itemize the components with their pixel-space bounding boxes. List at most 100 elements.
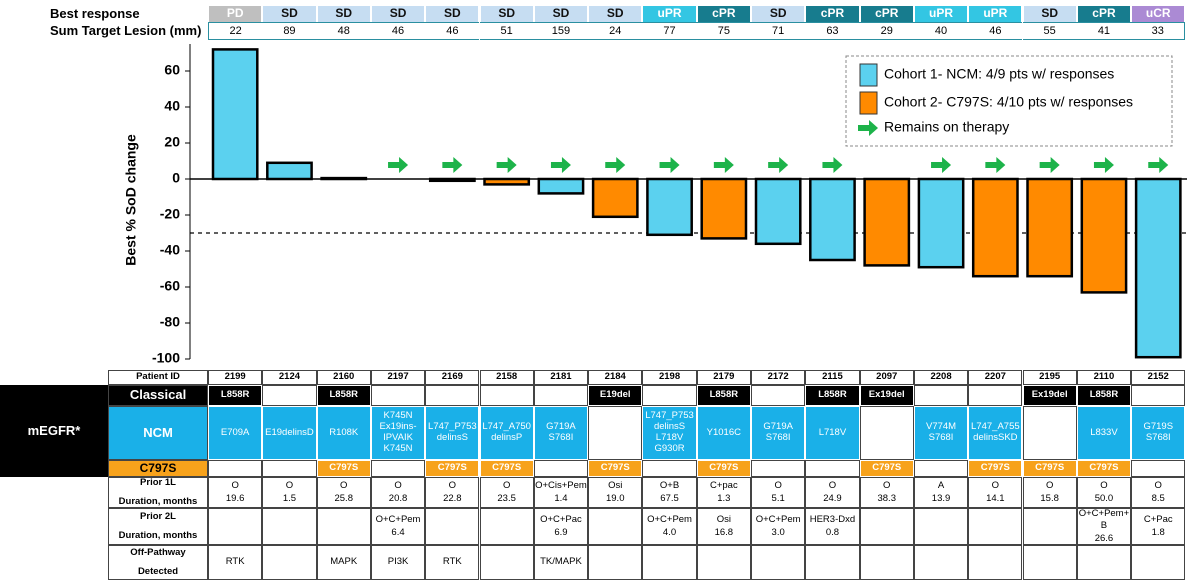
duration: 6.9 (554, 526, 568, 538)
c797s-cell (1131, 460, 1186, 477)
duration: 15.8 (1040, 492, 1059, 504)
prior-2l-cell (425, 508, 480, 545)
patient-id: 2181 (533, 370, 589, 385)
prior-2l-cell: Osi 16.8 (696, 508, 751, 545)
sum-target: 46 (968, 22, 1023, 40)
bar (1026, 177, 1074, 278)
ncm-cell: G719A S768I (751, 406, 806, 460)
classical-cell: L858R (1076, 385, 1132, 406)
prior-1l-cell: O 24.9 (805, 477, 860, 508)
regimen: O+C+Pem (647, 514, 692, 526)
classical-cell (262, 385, 317, 406)
duration: 4.0 (662, 526, 677, 538)
regimen: O (340, 480, 348, 492)
best-response: SD (751, 5, 806, 23)
patient-id: 2199 (208, 370, 263, 385)
regimen: O (828, 480, 837, 492)
sum-target: 159 (533, 22, 589, 40)
best-response: cPR (859, 5, 914, 23)
best-response: uCR (1131, 5, 1186, 23)
bar (1134, 177, 1182, 359)
therapy-arrow (605, 157, 626, 173)
prior-1l-cell: O+Cis+Pem 1.4 (533, 477, 589, 508)
classical-cell: L858R (805, 385, 860, 406)
patient-id: 2110 (1076, 370, 1132, 385)
header-label: Sum Target Lesion (mm) (50, 22, 202, 38)
c797s-cell: C797S (479, 460, 534, 477)
bar (917, 177, 965, 269)
regimen: O (394, 480, 402, 492)
patient-id: 2184 (588, 370, 643, 385)
sum-target: 22 (208, 22, 263, 40)
prior-1l-cell: A 13.9 (913, 477, 969, 508)
duration: 13.9 (931, 492, 951, 504)
best-response: SD (533, 5, 589, 23)
ncm-cell: E19delinsD (262, 406, 317, 460)
prior-1l-cell: O 23.5 (479, 477, 534, 508)
c797s-cell (913, 460, 969, 477)
classical-cell: Ex19del (859, 385, 914, 406)
off-pathway-cell (913, 545, 969, 580)
regimen: Osi (608, 480, 623, 492)
sum-target: 63 (805, 22, 860, 40)
prior-2l-cell (913, 508, 969, 545)
bar (809, 177, 856, 262)
best-response: SD (262, 5, 317, 23)
sum-target: 77 (642, 22, 697, 40)
prior-1l-cell: O 5.1 (751, 477, 806, 508)
off-pathway-cell (1076, 545, 1132, 580)
therapy-arrow (442, 157, 463, 173)
prior-1l-cell: O 1.5 (262, 477, 317, 508)
legend-label: Cohort 2- C797S: 4/10 pts w/ responses (884, 94, 1133, 110)
off-pathway-cell (805, 545, 860, 580)
best-response: SD (588, 5, 643, 23)
regimen: O (1045, 480, 1054, 492)
duration: 19.0 (605, 492, 625, 504)
classical-cell (642, 385, 697, 406)
best-response: cPR (1076, 5, 1132, 23)
duration: 1.5 (282, 492, 297, 504)
best-response: cPR (696, 5, 751, 23)
y-tick-label: -80 (160, 314, 180, 330)
c797s-cell: C797S (968, 460, 1023, 477)
off-pathway-cell (1131, 545, 1186, 580)
patient-id: 2172 (751, 370, 806, 385)
prior-2l-cell: O+C+Pem 4.0 (642, 508, 697, 545)
regimen: O+C+Pem (755, 514, 801, 526)
duration: 19.6 (225, 492, 245, 504)
duration: 20.8 (388, 492, 408, 504)
duration: 0.8 (825, 526, 840, 538)
therapy-arrow (768, 157, 789, 173)
y-tick-label: -40 (160, 242, 180, 258)
ncm-cell: L747_A755 delinsSKD (968, 406, 1023, 460)
off-pathway-cell (696, 545, 751, 580)
regimen: C+Pac (1143, 514, 1173, 526)
y-tick-label: 0 (172, 170, 180, 186)
prior-2l-cell (316, 508, 371, 545)
prior-2l-cell (859, 508, 914, 545)
regimen: O+C+Pem (375, 514, 421, 526)
therapy-arrow (388, 157, 409, 173)
classical-cell (913, 385, 969, 406)
legend-label: Remains on therapy (884, 119, 1009, 135)
c797s-cell: C797S (1022, 460, 1077, 477)
ncm-cell (588, 406, 643, 460)
best-response: SD (1022, 5, 1077, 23)
patient-id: 2124 (262, 370, 317, 385)
c797s-cell (533, 460, 589, 477)
off-pathway-cell (1022, 545, 1077, 580)
prior-1l-cell: O 8.5 (1131, 477, 1186, 508)
duration: 3.0 (771, 526, 785, 538)
y-axis-label: Best % SoD change (123, 134, 139, 266)
c797s-cell: C797S (1076, 460, 1132, 477)
y-tick-label: 20 (164, 134, 180, 150)
sum-target: 29 (859, 22, 914, 40)
bar (754, 177, 802, 246)
classical-cell (1131, 385, 1186, 406)
best-response: uPR (913, 5, 969, 23)
ncm-cell (1022, 406, 1077, 460)
best-response: SD (370, 5, 426, 23)
prior-2l-cell: O+C+Pem+ B 26.6 (1076, 508, 1132, 545)
therapy-arrow (550, 157, 571, 173)
